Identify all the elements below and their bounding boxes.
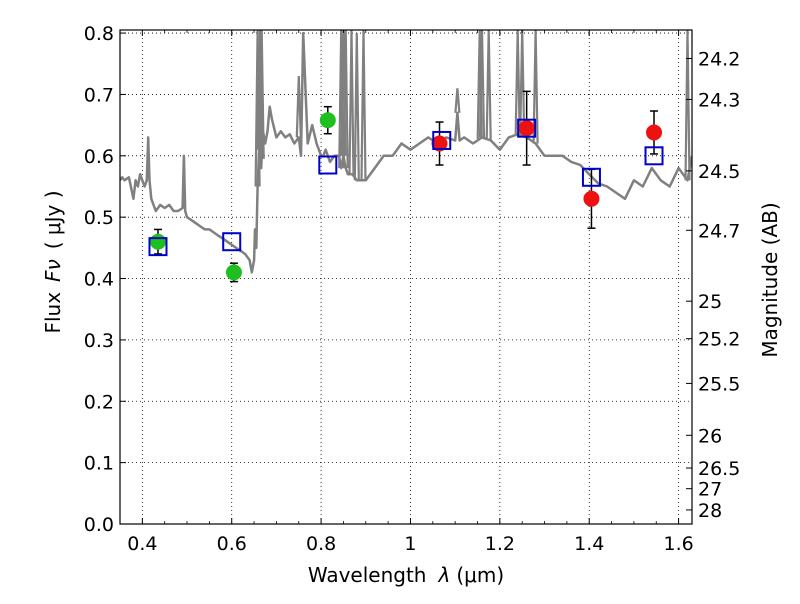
magnitude-tick-label: 24.2	[698, 48, 740, 70]
y-axis-label-text: Flux	[41, 292, 65, 334]
model-emission-line	[478, 30, 486, 138]
model-photometry-square	[581, 167, 601, 187]
red-data-point	[518, 120, 535, 137]
y-tick-label: 0.2	[84, 391, 114, 413]
model-photometry-square	[517, 118, 537, 138]
red-data-point	[646, 124, 663, 141]
magnitude-axis-label: Magnitude (AB)	[758, 202, 782, 357]
x-tick-label: 0.4	[127, 533, 157, 555]
magnitude-tick-label: 26.5	[698, 458, 740, 480]
x-axis-label-text: Wavelength	[308, 563, 427, 587]
model-emission-line	[342, 30, 349, 169]
magnitude-tick-label: 24.3	[698, 89, 740, 111]
y-tick-label: 0.3	[84, 330, 114, 352]
red-data-point	[431, 135, 448, 152]
magnitude-tick-label: 27	[698, 479, 722, 501]
y-tick-label: 0.5	[84, 207, 114, 229]
model-emission-line	[684, 30, 691, 181]
model-emission-line	[258, 30, 265, 159]
y-tick-label: 0.0	[84, 514, 114, 536]
y-tick-label: 0.4	[84, 269, 114, 291]
plot-frame	[119, 29, 693, 525]
model-photometry-square	[318, 155, 338, 175]
model-emission-line	[295, 75, 302, 138]
y-axis-label-symbol: Fν	[41, 259, 65, 282]
model-emission-line	[514, 30, 521, 135]
y-tick-label: 0.1	[84, 453, 114, 475]
x-tick-label: 1	[404, 533, 416, 555]
x-tick-label: 1.4	[574, 533, 604, 555]
model-emission-line	[353, 33, 360, 181]
model-spectrum	[120, 30, 692, 274]
green-data-point	[319, 112, 336, 129]
model-emission-line	[519, 30, 526, 136]
model-emission-line	[532, 30, 539, 144]
magnitude-tick-label: 26	[698, 425, 722, 447]
model-photometry-square	[222, 232, 242, 252]
model-emission-line	[348, 30, 355, 175]
y-axis-label-unit: ( μJy )	[41, 190, 65, 249]
model-emission-line	[485, 30, 492, 140]
magnitude-tick-label: 24.5	[698, 161, 740, 183]
y-tick-label: 0.7	[84, 84, 114, 106]
y-axis-ticks: 0.0 0.1 0.2 0.3 0.4 0.5 0.6 0.7 0.8	[84, 23, 126, 536]
x-axis-label-unit: (μm)	[456, 563, 504, 587]
magnitude-tick-label: 25	[698, 291, 722, 313]
data-markers	[148, 112, 664, 281]
model-photometry-square	[644, 146, 664, 166]
magnitude-tick-label: 24.7	[698, 220, 740, 242]
magnitude-tick-label: 28	[698, 500, 722, 522]
x-axis-label-symbol: λ	[438, 563, 451, 587]
plot-background	[120, 30, 692, 524]
x-tick-label: 1.2	[485, 533, 515, 555]
magnitude-tick-label: 25.2	[698, 329, 740, 351]
y-tick-label: 0.6	[84, 146, 114, 168]
x-tick-label: 0.8	[306, 533, 336, 555]
green-data-point	[149, 233, 166, 250]
y-axis-label: Flux Fν ( μJy )	[41, 190, 65, 333]
magnitude-tick-label: 25.5	[698, 373, 740, 395]
model-photometry-square	[432, 130, 452, 150]
x-tick-label: 0.6	[217, 533, 247, 555]
x-tick-label: 1.6	[663, 533, 693, 555]
green-data-point	[225, 264, 242, 281]
x-axis-label: Wavelength λ (μm)	[308, 563, 504, 587]
y-tick-label: 0.8	[84, 23, 114, 45]
x-axis-ticks: 0.4 0.6 0.8 1 1.2 1.4 1.6	[119, 30, 694, 555]
red-data-point	[583, 190, 600, 207]
model-emission-line	[454, 88, 461, 113]
model-spectrum-line	[120, 31, 692, 274]
model-emission-line	[360, 30, 367, 181]
model-photometry-square	[148, 237, 168, 257]
